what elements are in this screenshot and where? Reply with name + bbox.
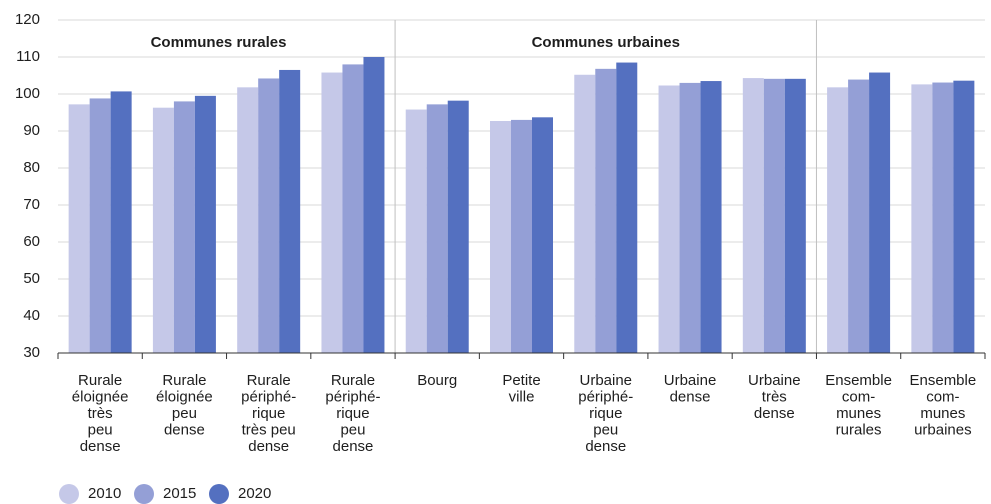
bar <box>426 104 448 353</box>
y-tick-label: 110 <box>16 48 40 65</box>
x-tick-label: rique <box>336 405 369 422</box>
bar <box>321 72 343 353</box>
y-tick-label: 40 <box>23 307 40 324</box>
x-tick-label: com- <box>842 388 875 405</box>
bar <box>700 81 722 354</box>
x-tick-label: dense <box>164 421 205 438</box>
bar <box>763 78 785 353</box>
x-tick-label: Rurale <box>78 372 122 389</box>
y-tick-label: 120 <box>15 11 40 28</box>
x-tick-label: très peu <box>242 421 296 438</box>
bar <box>953 80 975 354</box>
bar <box>173 101 195 354</box>
y-tick-label: 60 <box>23 233 40 250</box>
x-tick-label: Urbaine <box>580 372 633 389</box>
bar <box>827 87 849 353</box>
y-tick-label: 50 <box>23 270 40 287</box>
bar <box>89 98 111 353</box>
x-tick-label: peu <box>340 421 365 438</box>
x-tick-label: rique <box>252 405 285 422</box>
x-tick-label: munes <box>920 405 965 422</box>
x-tick-label: Ensemble <box>825 372 892 389</box>
bar <box>848 79 870 353</box>
bar <box>490 121 511 353</box>
x-tick-label: Urbaine <box>664 372 717 389</box>
x-tick-label: peu <box>172 405 197 422</box>
group-header: Communes urbaines <box>532 34 680 51</box>
bar <box>258 78 280 354</box>
x-tick-label: éloignée <box>72 388 129 405</box>
bar <box>869 72 891 353</box>
x-tick-label: dense <box>80 438 121 455</box>
legend-marker <box>209 484 229 504</box>
y-tick-label: 100 <box>15 85 40 102</box>
x-tick-label: peu <box>593 421 618 438</box>
legend-label: 2010 <box>88 485 121 502</box>
x-tick-label: périphé- <box>578 388 633 405</box>
x-tick-label: Rurale <box>247 372 291 389</box>
x-tick-label: Rurale <box>162 372 206 389</box>
bar <box>405 109 427 353</box>
bar <box>279 69 301 353</box>
x-tick-label: Bourg <box>417 372 457 389</box>
bar <box>784 78 806 353</box>
bar <box>237 87 259 353</box>
bar <box>911 84 933 353</box>
bar <box>363 57 385 353</box>
legend-marker <box>59 484 79 504</box>
x-tick-label: dense <box>670 388 711 405</box>
x-tick-label: Urbaine <box>748 372 801 389</box>
bar <box>574 74 596 353</box>
x-tick-label: Petite <box>502 372 540 389</box>
bar <box>511 119 532 354</box>
bar <box>532 117 553 353</box>
legend-label: 2020 <box>238 485 271 502</box>
bar <box>342 64 364 354</box>
bar <box>152 107 174 353</box>
bar <box>595 68 617 353</box>
x-tick-label: Ensemble <box>910 372 977 389</box>
bar <box>110 91 132 353</box>
bar <box>616 62 638 354</box>
x-tick-label: peu <box>88 421 113 438</box>
x-tick-label: dense <box>585 438 626 455</box>
bar <box>932 82 954 353</box>
x-tick-label: com- <box>926 388 959 405</box>
x-tick-label: très <box>88 405 113 422</box>
x-tick-label: Rurale <box>331 372 375 389</box>
y-tick-label: 30 <box>23 344 40 361</box>
legend-marker <box>134 484 154 504</box>
x-tick-label: urbaines <box>914 421 972 438</box>
legend-label: 2015 <box>163 485 196 502</box>
x-tick-label: ville <box>509 388 535 405</box>
x-tick-label: périphé- <box>241 388 296 405</box>
y-tick-label: 90 <box>23 122 40 139</box>
x-tick-label: rurales <box>836 421 882 438</box>
x-tick-label: dense <box>248 438 289 455</box>
bar <box>194 95 216 353</box>
x-tick-label: dense <box>754 405 795 422</box>
bar <box>658 85 680 354</box>
bar <box>742 78 764 353</box>
bar <box>447 100 469 353</box>
x-tick-label: éloignée <box>156 388 213 405</box>
x-tick-label: périphé- <box>325 388 380 405</box>
group-header: Communes rurales <box>151 34 287 51</box>
x-tick-label: dense <box>333 438 374 455</box>
bar <box>68 104 90 353</box>
y-tick-label: 80 <box>23 159 40 176</box>
x-tick-label: munes <box>836 405 881 422</box>
x-tick-label: très <box>762 388 787 405</box>
bar <box>679 82 701 354</box>
y-tick-label: 70 <box>23 196 40 213</box>
x-tick-label: rique <box>589 405 622 422</box>
